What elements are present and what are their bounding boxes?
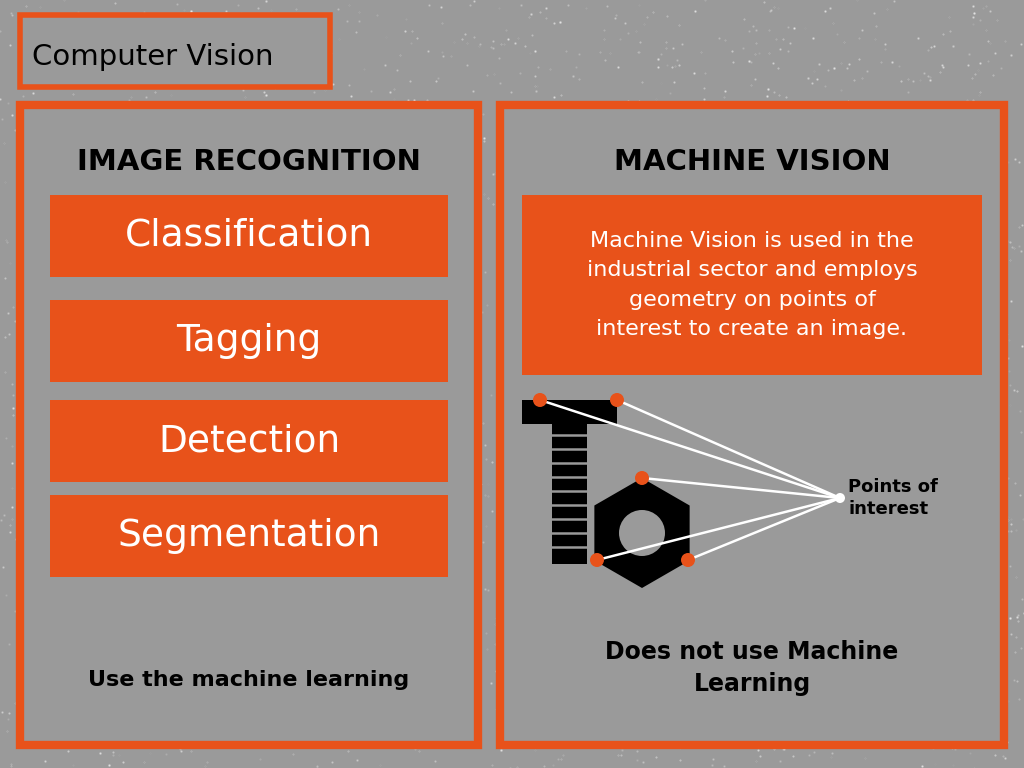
Text: MACHINE VISION: MACHINE VISION (613, 148, 890, 176)
Text: IMAGE RECOGNITION: IMAGE RECOGNITION (77, 148, 421, 176)
Text: Use the machine learning: Use the machine learning (88, 670, 410, 690)
Polygon shape (594, 478, 689, 588)
Bar (522, 195, 982, 375)
Circle shape (835, 493, 845, 503)
Text: Does not use Machine
Learning: Does not use Machine Learning (605, 641, 899, 696)
Bar (522, 400, 617, 424)
Circle shape (681, 553, 695, 567)
Bar (50, 400, 449, 482)
Bar (552, 424, 587, 564)
Text: Points of
interest: Points of interest (848, 478, 938, 518)
Circle shape (590, 553, 604, 567)
Bar (20, 105, 478, 745)
Circle shape (618, 510, 665, 556)
Bar (50, 300, 449, 382)
Text: Classification: Classification (125, 218, 373, 254)
Bar (500, 105, 1004, 745)
Bar (20, 15, 330, 87)
Text: Detection: Detection (158, 423, 340, 459)
Text: Machine Vision is used in the
industrial sector and employs
geometry on points o: Machine Vision is used in the industrial… (587, 230, 918, 339)
Text: Computer Vision: Computer Vision (32, 43, 273, 71)
Circle shape (534, 393, 547, 407)
Circle shape (635, 471, 649, 485)
Bar (50, 495, 449, 577)
Bar (50, 195, 449, 277)
Circle shape (610, 393, 624, 407)
Text: Segmentation: Segmentation (118, 518, 381, 554)
Text: Tagging: Tagging (176, 323, 322, 359)
